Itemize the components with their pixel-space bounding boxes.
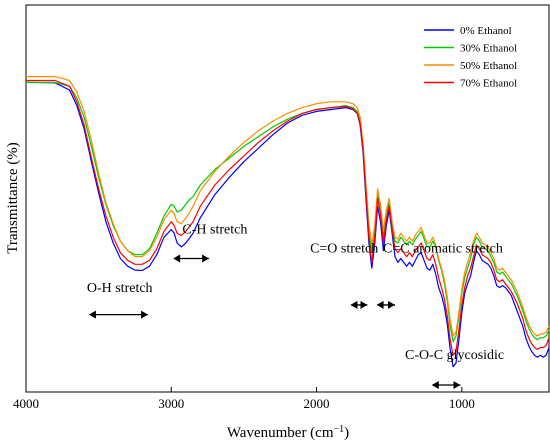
x-tick-label: 4000	[13, 396, 39, 411]
annotation-label: O-H stretch	[87, 281, 153, 296]
legend-label: 30% Ethanol	[460, 43, 517, 55]
x-tick-label: 3000	[158, 396, 184, 411]
x-axis-label-main: Wavenumber (cm	[227, 425, 334, 441]
annotations-layer: O-H stretch C-H stretch C=O stretch C=C aro…	[87, 222, 504, 390]
x-tick-label: 2000	[304, 396, 330, 411]
y-axis-label: Transmittance (%)	[5, 142, 21, 254]
annotation-label: C-O-C glycosidic	[405, 348, 504, 363]
annotation-label: C=C aromatic stretch	[383, 242, 503, 257]
annotation-label: C=O stretch	[310, 242, 378, 257]
series-line-3	[26, 76, 550, 337]
series-layer	[25, 76, 550, 368]
x-axis-ticks: 4000 3000 2000 1000	[13, 387, 475, 411]
x-axis-label: Wavenumber (cm−1)	[227, 424, 349, 442]
annotation-label: C-H stretch	[182, 222, 247, 237]
x-tick-label: 1000	[449, 396, 475, 411]
x-axis-label-superscript: −1	[334, 424, 345, 435]
legend-label: 0% Ethanol	[460, 25, 512, 37]
series-line-1	[25, 81, 550, 368]
legend: 0% Ethanol 30% Ethanol 50% Ethanol 70% Etha…	[424, 25, 517, 90]
series-line-2	[26, 81, 550, 343]
x-axis-label-close: )	[344, 425, 349, 441]
series-line-4	[26, 79, 550, 356]
legend-label: 70% Ethanol	[460, 78, 517, 90]
legend-label: 50% Ethanol	[460, 60, 517, 72]
plot-frame	[25, 4, 550, 393]
